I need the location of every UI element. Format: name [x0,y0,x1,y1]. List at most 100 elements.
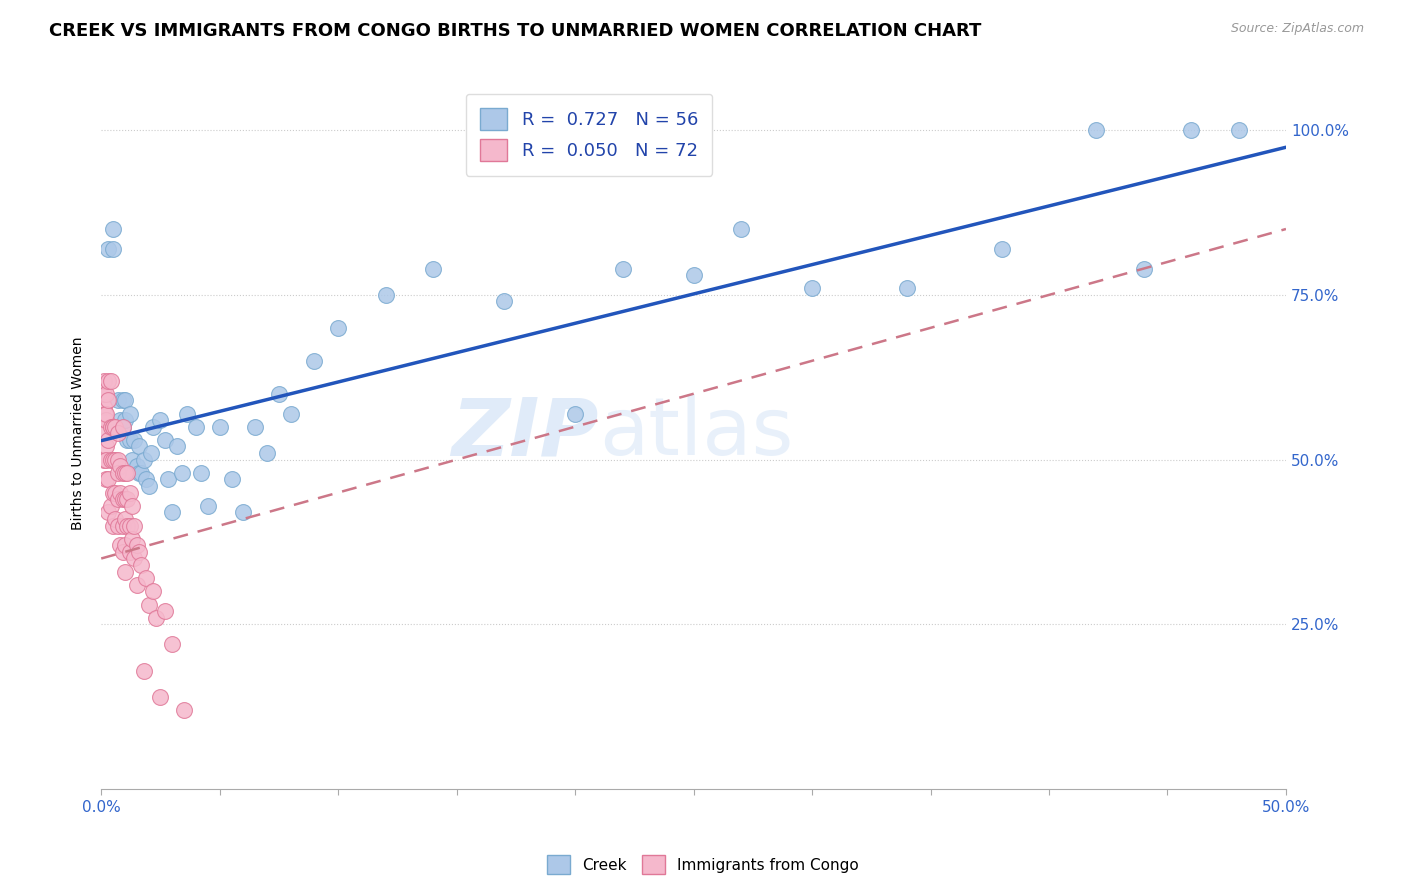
Point [256,446,278,460]
Point [101,518,124,533]
Point [114,492,136,507]
Legend: R =  0.727   N = 56, R =  0.050   N = 72: R = 0.727 N = 56, R = 0.050 N = 72 [465,94,713,176]
Point [108,538,131,552]
Point [107,393,129,408]
Point [221,472,243,486]
Point [111,518,134,533]
Point [145,611,167,625]
Point [107,426,129,441]
Point [114,466,136,480]
Point [104,452,127,467]
Point [166,440,188,454]
Point [94,472,117,486]
Point [153,433,176,447]
Point [118,407,141,421]
Point [1227,123,1250,137]
Point [114,565,136,579]
Point [97,472,120,486]
Text: Source: ZipAtlas.com: Source: ZipAtlas.com [1230,22,1364,36]
Point [100,499,122,513]
Point [138,598,160,612]
Legend: Creek, Immigrants from Congo: Creek, Immigrants from Congo [541,849,865,880]
Text: CREEK VS IMMIGRANTS FROM CONGO BIRTHS TO UNMARRIED WOMEN CORRELATION CHART: CREEK VS IMMIGRANTS FROM CONGO BIRTHS TO… [49,22,981,40]
Point [232,505,254,519]
Point [1085,123,1108,137]
Point [132,664,155,678]
Point [111,419,134,434]
Point [176,407,198,421]
Point [132,452,155,467]
Point [101,242,124,256]
Text: atlas: atlas [599,394,793,472]
Point [121,452,143,467]
Point [118,518,141,533]
Point [93,413,115,427]
Point [97,433,120,447]
Point [564,407,586,421]
Point [111,393,134,408]
Point [101,419,124,434]
Point [117,518,139,533]
Point [125,459,148,474]
Point [108,485,131,500]
Point [190,466,212,480]
Point [422,261,444,276]
Point [93,452,115,467]
Point [93,400,115,414]
Point [108,413,131,427]
Point [267,386,290,401]
Point [111,492,134,507]
Point [107,492,129,507]
Y-axis label: Births to Unmarried Women: Births to Unmarried Women [72,336,86,530]
Point [374,288,396,302]
Point [149,413,172,427]
Point [94,386,117,401]
Point [280,407,302,421]
Point [121,499,143,513]
Point [118,485,141,500]
Point [93,386,115,401]
Point [93,374,115,388]
Point [101,452,124,467]
Point [156,472,179,486]
Point [101,419,124,434]
Point [170,466,193,480]
Point [97,505,120,519]
Point [682,268,704,282]
Point [208,419,231,434]
Point [107,452,129,467]
Point [162,637,184,651]
Point [94,407,117,421]
Point [124,551,146,566]
Point [139,446,162,460]
Point [131,558,153,573]
Point [990,242,1012,256]
Point [117,433,139,447]
Point [162,505,184,519]
Point [114,393,136,408]
Point [114,512,136,526]
Point [101,485,124,500]
Point [1180,123,1202,137]
Point [100,419,122,434]
Point [128,440,150,454]
Point [142,419,165,434]
Point [131,466,153,480]
Point [138,479,160,493]
Point [153,604,176,618]
Point [97,374,120,388]
Point [104,512,127,526]
Text: ZIP: ZIP [451,394,599,472]
Point [124,433,146,447]
Point [121,532,143,546]
Point [128,545,150,559]
Point [896,281,918,295]
Point [111,419,134,434]
Point [730,222,752,236]
Point [100,374,122,388]
Point [128,466,150,480]
Point [94,426,117,441]
Point [135,472,157,486]
Point [173,703,195,717]
Point [104,419,127,434]
